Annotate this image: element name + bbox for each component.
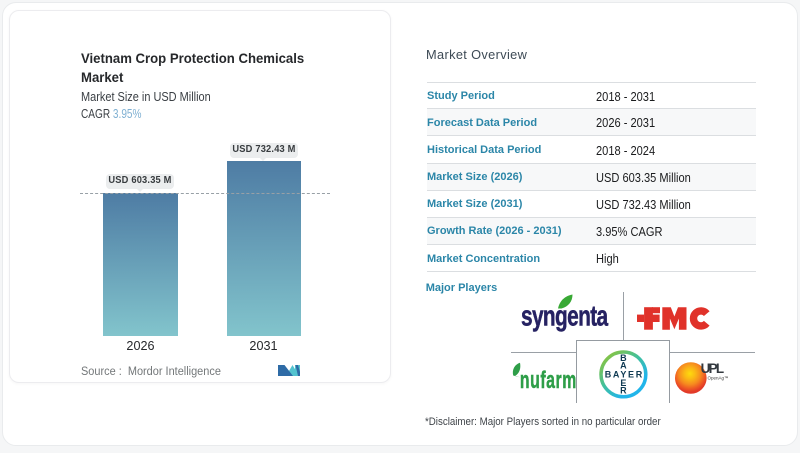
svg-text:A: A	[620, 361, 627, 371]
svg-text:nufarm: nufarm	[520, 368, 576, 392]
svg-text:syngenta: syngenta	[521, 300, 609, 332]
svg-text:OpenAg™: OpenAg™	[708, 375, 729, 380]
svg-text:R: R	[620, 385, 627, 395]
svg-text:B: B	[620, 353, 627, 363]
svg-text:UPL: UPL	[701, 361, 724, 376]
svg-text:E: E	[620, 378, 626, 388]
svg-text:BAYER: BAYER	[605, 369, 643, 379]
